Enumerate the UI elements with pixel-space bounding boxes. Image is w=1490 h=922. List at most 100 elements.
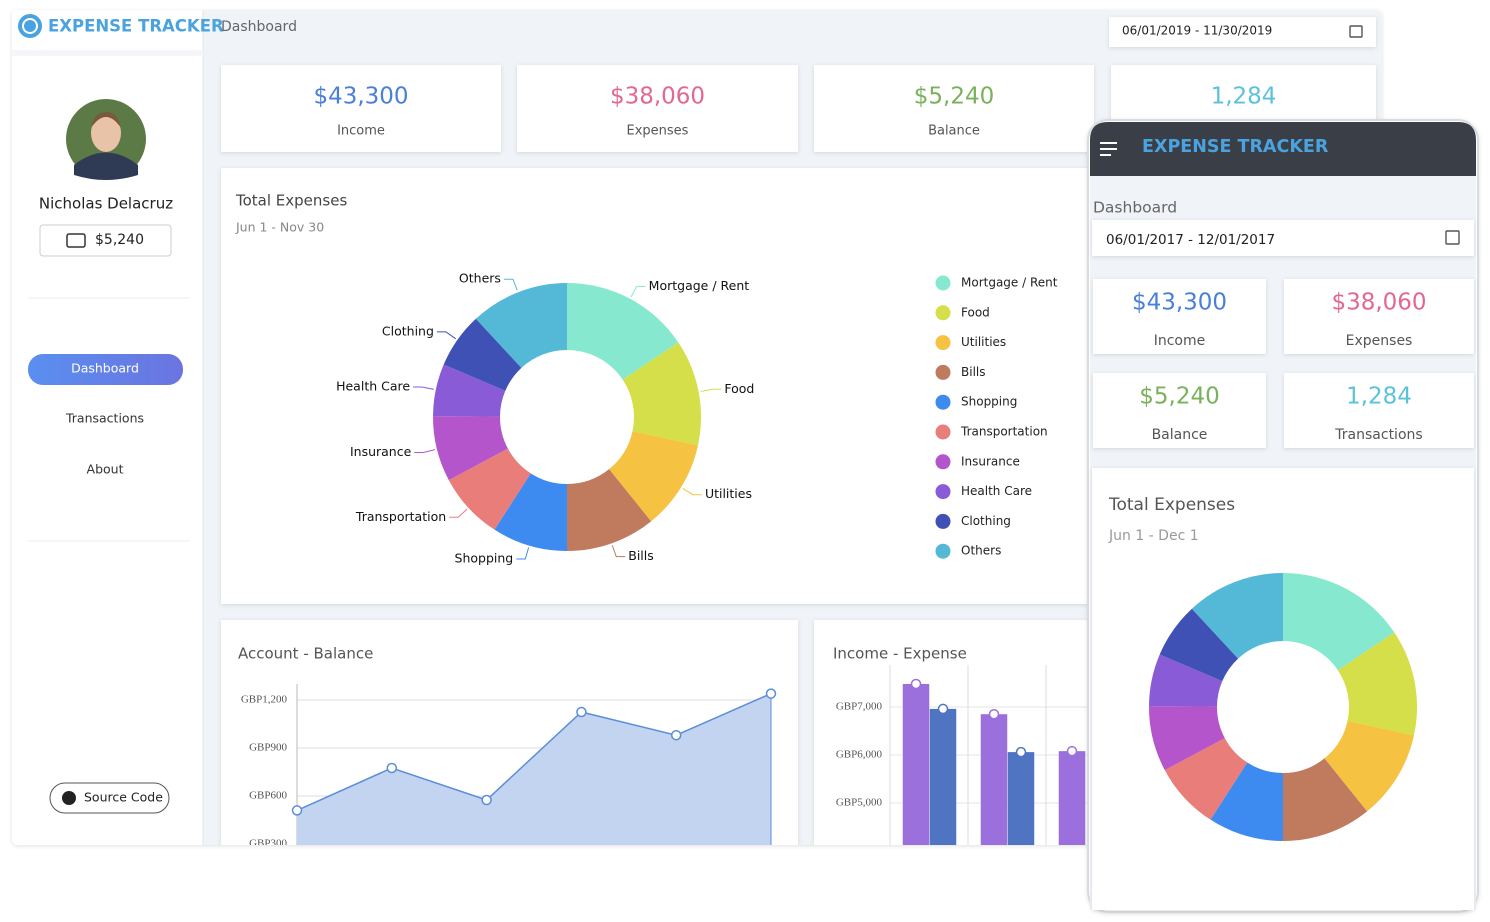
github-icon	[62, 791, 76, 805]
stat-value: $38,060	[610, 84, 705, 110]
donut-slice	[448, 448, 531, 530]
chart-title: Total Expenses	[1108, 495, 1235, 515]
donut-slice	[1324, 720, 1414, 812]
legend-swatch	[935, 394, 951, 410]
stat-label: Balance	[928, 124, 980, 139]
callout-label: Food	[724, 381, 754, 396]
callout-label: Transportation	[355, 509, 446, 524]
stat-label: Expenses	[627, 124, 689, 139]
data-point	[765, 688, 777, 699]
bar	[1058, 751, 1086, 845]
y-tick-label: GBP300	[249, 838, 287, 850]
stat-card	[814, 65, 1094, 152]
donut-slice	[1164, 738, 1248, 820]
chart-subtitle: Jun 1 - Nov 30	[235, 220, 324, 235]
donut-slice	[1149, 654, 1223, 707]
legend-label: Shopping	[961, 395, 1017, 409]
stat-value: 1,284	[1346, 384, 1412, 410]
donut-slice	[433, 364, 506, 417]
donut-slice	[1149, 706, 1225, 771]
stat-label: Expenses	[1346, 333, 1413, 349]
stat-value: $43,300	[1132, 290, 1227, 316]
logo-icon-ring	[22, 18, 38, 34]
bar-marker	[937, 703, 949, 715]
callout-line	[611, 545, 626, 558]
source-code-button[interactable]	[49, 782, 170, 814]
legend-label: Bills	[961, 365, 986, 379]
bar-marker	[988, 708, 1000, 720]
legend-swatch	[935, 513, 951, 529]
chart-title: Income - Expense	[833, 645, 967, 663]
stat-value: $43,300	[313, 84, 408, 110]
stat-card	[221, 65, 501, 152]
chart-title: Account - Balance	[238, 645, 373, 663]
date-range[interactable]: 06/01/2019 - 11/30/2019	[1122, 24, 1272, 38]
callout-label: Utilities	[705, 486, 752, 501]
donut-slice	[609, 431, 698, 522]
nav-item[interactable]: About	[87, 462, 124, 477]
bar-marker	[1015, 746, 1027, 758]
callout-line	[503, 278, 518, 291]
donut-slice	[475, 283, 567, 368]
wallet-box	[39, 224, 172, 257]
avatar-face	[91, 114, 121, 152]
nav-item[interactable]: Dashboard	[71, 361, 139, 376]
y-tick-label: GBP600	[249, 790, 287, 802]
y-tick-label: GBP5,000	[836, 797, 883, 809]
donut-slice	[1191, 573, 1283, 659]
donut-slice	[622, 342, 701, 446]
data-point	[481, 794, 492, 806]
callout-label: Insurance	[350, 444, 412, 459]
legend-label: Mortgage / Rent	[961, 276, 1058, 290]
legend-swatch	[935, 424, 951, 440]
y-tick-label: GBP1,200	[241, 694, 288, 706]
callout-line	[436, 331, 457, 340]
area-fill	[297, 693, 771, 845]
callout-line	[414, 449, 436, 453]
chart-title: Total Expenses	[235, 192, 347, 210]
mobile: EXPENSE TRACKER Dashboard 06/01/2017 - 1…	[1087, 119, 1479, 913]
calendar-icon[interactable]	[1349, 25, 1363, 38]
callout-label: Health Care	[336, 378, 410, 393]
donut-slice	[1159, 608, 1239, 682]
legend-label: Health Care	[961, 484, 1032, 498]
legend-label: Insurance	[961, 454, 1020, 468]
callout-line	[449, 508, 468, 518]
stat-value: $38,060	[1331, 290, 1426, 316]
calendar-icon[interactable]	[1445, 230, 1460, 245]
legend-swatch	[935, 364, 951, 380]
bar	[929, 708, 957, 845]
donut-slice	[1283, 573, 1395, 671]
chart-subtitle: Jun 1 - Dec 1	[1108, 528, 1199, 544]
legend-label: Transportation	[960, 425, 1048, 439]
logo-icon	[18, 14, 42, 38]
data-point	[291, 805, 303, 816]
legend-label: Utilities	[961, 335, 1006, 349]
mobile-date-range[interactable]: 06/01/2017 - 12/01/2017	[1106, 232, 1275, 248]
avatar-suit	[74, 152, 138, 180]
callout-line	[413, 386, 434, 390]
menu-icon[interactable]	[1100, 142, 1117, 156]
callout-label: Bills	[628, 548, 654, 563]
legend-label: Clothing	[961, 514, 1011, 528]
source-code-label[interactable]: Source Code	[84, 790, 163, 805]
legend-label: Others	[961, 544, 1001, 558]
nav-dashboard-button[interactable]	[28, 354, 183, 385]
mobile-date-picker[interactable]	[1092, 220, 1474, 256]
date-picker[interactable]	[1109, 17, 1376, 47]
stat-label: Balance	[1152, 427, 1208, 443]
callout-line	[700, 388, 722, 393]
mobile-logo: EXPENSE TRACKER	[1142, 137, 1329, 157]
nav-item[interactable]: Transactions	[65, 411, 144, 426]
y-tick-label: GBP6,000	[836, 749, 883, 761]
donut-slice	[1210, 762, 1283, 841]
callout-line	[516, 547, 530, 560]
legend-swatch	[935, 484, 951, 500]
bar	[980, 714, 1008, 845]
bar	[902, 683, 930, 845]
stat-label: Transactions	[1334, 427, 1422, 443]
callout-label: Shopping	[455, 550, 514, 565]
stat-value: 1,284	[1211, 84, 1277, 110]
stat-label: Income	[337, 124, 385, 139]
